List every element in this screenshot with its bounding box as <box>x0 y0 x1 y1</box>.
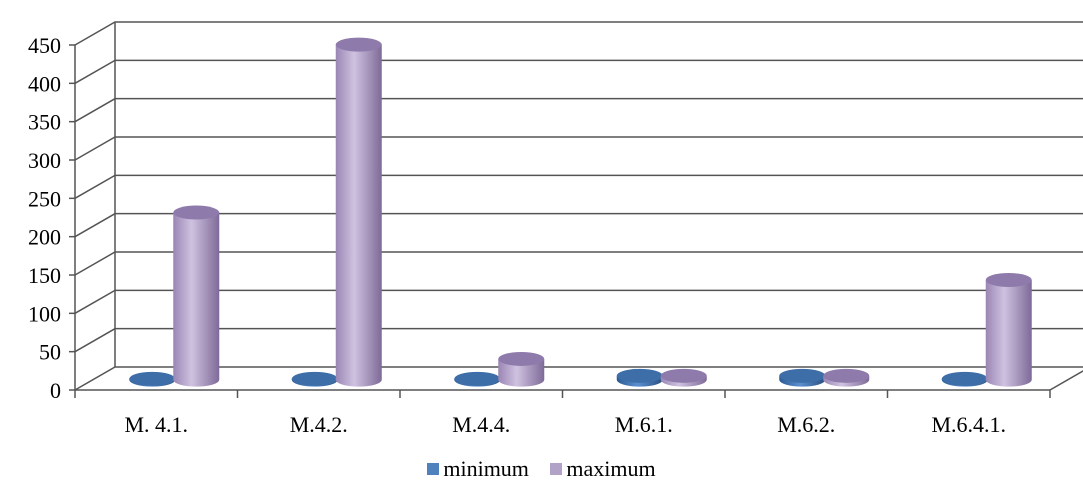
gridline <box>74 289 1083 314</box>
bar-maximum <box>823 368 870 387</box>
bar-minimum <box>129 371 176 387</box>
y-tick-label: 400 <box>28 71 61 96</box>
bar-maximum <box>985 272 1032 387</box>
bar-minimum <box>779 368 826 387</box>
y-tick-label: 200 <box>28 225 61 250</box>
x-tick-label: M.4.2. <box>290 412 348 437</box>
y-tick-label: 450 <box>28 33 61 58</box>
bar-body <box>335 44 382 387</box>
bar-top <box>660 368 707 383</box>
bar-body <box>498 358 545 387</box>
y-axis-tick-labels: 0 50 100 150 200 250 300 350 400 450 <box>28 33 61 403</box>
gridline <box>74 136 1083 161</box>
bar-top <box>985 272 1032 287</box>
gridline <box>74 97 1083 123</box>
legend-label-maximum: maximum <box>566 456 656 481</box>
y-tick-label: 300 <box>28 148 61 173</box>
bar-top <box>454 371 501 386</box>
gridlines <box>74 21 1083 391</box>
bar-top <box>498 351 545 366</box>
x-axis-tick-labels: M. 4.1. M.4.2. M.4.4. M.6.1. M.6.2. M.6.4.1. <box>124 412 1006 437</box>
bar-maximum <box>335 37 382 387</box>
legend-label-minimum: minimum <box>443 456 529 481</box>
bar-minimum <box>616 368 663 387</box>
x-tick-label: M.6.2. <box>777 412 835 437</box>
chart: 0 50 100 150 200 250 300 350 400 450 M. 4.1. M.4.2… <box>28 21 1083 437</box>
bar-maximum <box>660 368 707 387</box>
bar-top <box>173 205 220 220</box>
y-tick-label: 250 <box>28 186 61 211</box>
bar-minimum <box>291 371 338 387</box>
bar-top <box>823 368 870 383</box>
bars <box>129 37 1032 387</box>
gridline <box>74 174 1083 199</box>
gridline <box>74 59 1083 84</box>
bar-body <box>173 212 220 387</box>
legend-swatch-maximum <box>550 463 563 475</box>
bar-top <box>616 368 663 383</box>
gridline <box>74 366 1083 391</box>
bar-minimum <box>941 371 988 387</box>
bar-top <box>941 371 988 386</box>
legend-item-maximum: maximum <box>550 456 656 482</box>
x-tick-label: M.6.1. <box>615 412 673 437</box>
legend: minimum maximum <box>0 455 1083 482</box>
bar-minimum <box>454 371 501 387</box>
bar-top <box>335 37 382 52</box>
axes <box>69 22 1083 398</box>
bar-body <box>985 279 1032 387</box>
gridline <box>74 251 1083 276</box>
gridline <box>74 212 1083 238</box>
gridline <box>74 21 1083 46</box>
y-tick-label: 0 <box>50 378 61 403</box>
bar-maximum <box>498 351 545 387</box>
bar-top <box>291 371 338 386</box>
x-tick-label: M. 4.1. <box>124 412 188 437</box>
floor-right-edge <box>1049 370 1083 391</box>
y-tick-label: 350 <box>28 110 61 135</box>
bar-top <box>129 371 176 386</box>
y-tick-label: 150 <box>28 263 61 288</box>
bar-maximum <box>173 205 220 387</box>
x-tick-label: M.4.4. <box>452 412 510 437</box>
x-tick-label: M.6.4.1. <box>931 412 1006 437</box>
y-tick-label: 50 <box>39 340 61 365</box>
legend-item-minimum: minimum <box>427 456 529 482</box>
legend-swatch-minimum <box>427 463 440 475</box>
gridline <box>74 327 1083 353</box>
y-tick-label: 100 <box>28 301 61 326</box>
bar-top <box>779 368 826 383</box>
